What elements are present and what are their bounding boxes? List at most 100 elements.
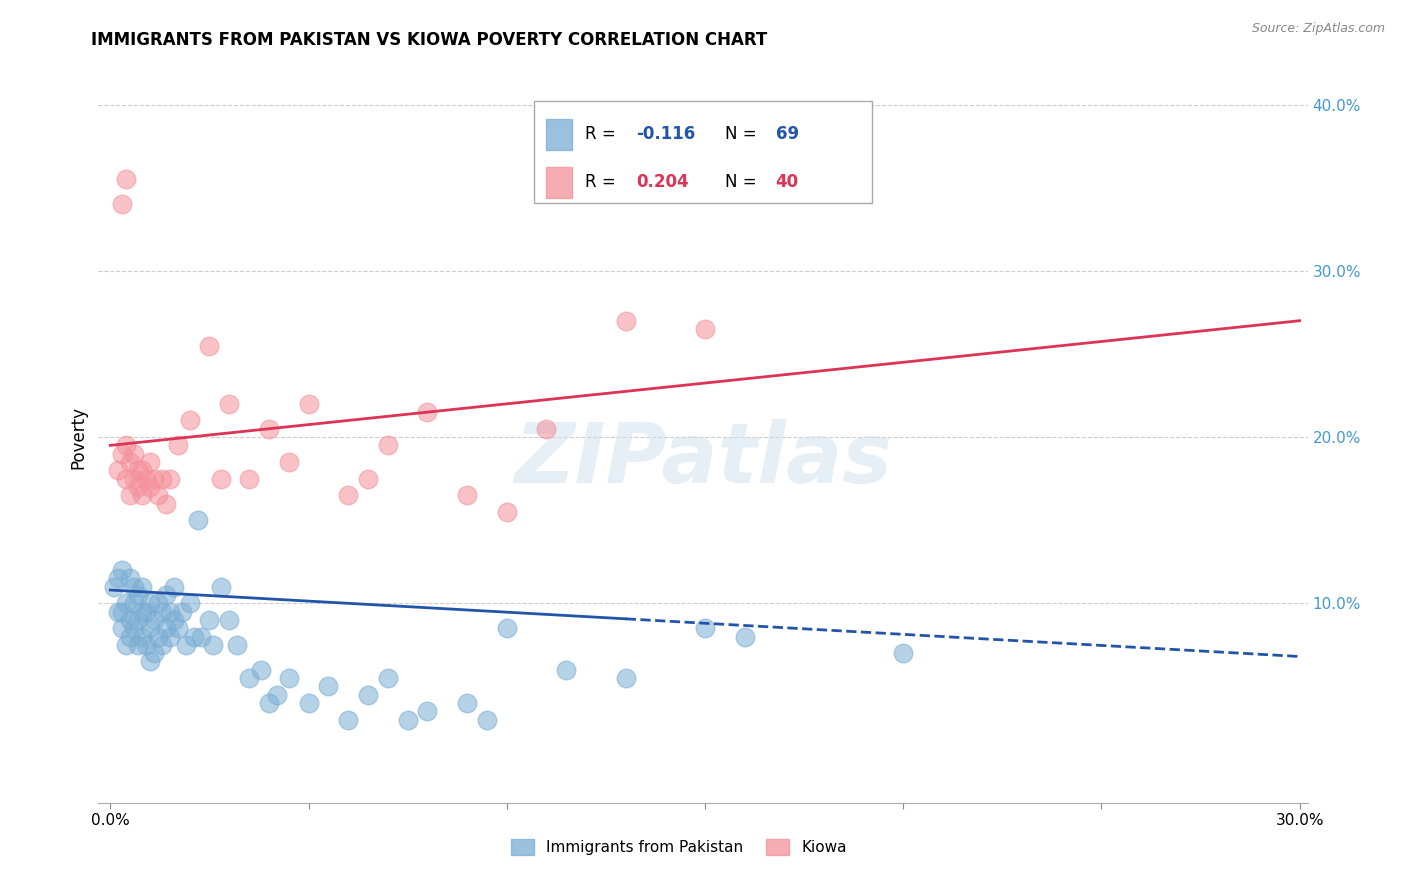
Text: -0.116: -0.116: [637, 125, 696, 144]
Point: [377, 438, 399, 452]
Point: [142, 472, 165, 486]
Point: [150, 638, 173, 652]
Point: [693, 322, 716, 336]
Point: [891, 646, 914, 660]
Point: [150, 605, 173, 619]
Text: Source: ZipAtlas.com: Source: ZipAtlas.com: [1251, 22, 1385, 36]
Point: [127, 638, 149, 652]
Point: [186, 513, 208, 527]
Point: [150, 472, 173, 486]
Text: R =: R =: [585, 125, 620, 144]
Point: [139, 596, 162, 610]
Point: [115, 172, 138, 186]
Point: [170, 605, 193, 619]
Point: [146, 488, 169, 502]
Point: [238, 472, 260, 486]
Point: [555, 663, 578, 677]
Point: [218, 613, 240, 627]
Point: [146, 596, 169, 610]
Point: [131, 488, 153, 502]
Point: [209, 472, 232, 486]
Point: [122, 621, 145, 635]
Point: [257, 422, 280, 436]
Point: [111, 447, 134, 461]
Point: [456, 488, 478, 502]
Point: [131, 630, 153, 644]
Point: [111, 563, 134, 577]
Point: [238, 671, 260, 685]
Point: [536, 422, 558, 436]
Point: [103, 580, 125, 594]
Point: [127, 463, 149, 477]
Point: [120, 571, 142, 585]
Point: [475, 713, 498, 727]
Point: [297, 397, 319, 411]
Point: [139, 621, 162, 635]
Point: [159, 630, 181, 644]
Point: [115, 596, 138, 610]
Point: [277, 455, 299, 469]
Point: [163, 580, 186, 594]
Point: [614, 671, 637, 685]
FancyBboxPatch shape: [546, 119, 572, 150]
Point: [416, 705, 439, 719]
Point: [416, 405, 439, 419]
Point: [190, 630, 212, 644]
Point: [127, 588, 149, 602]
Text: IMMIGRANTS FROM PAKISTAN VS KIOWA POVERTY CORRELATION CHART: IMMIGRANTS FROM PAKISTAN VS KIOWA POVERT…: [91, 31, 768, 49]
Point: [693, 621, 716, 635]
Point: [396, 713, 419, 727]
Point: [734, 630, 756, 644]
Point: [209, 580, 232, 594]
Point: [166, 621, 188, 635]
Point: [135, 605, 157, 619]
Point: [111, 621, 134, 635]
Point: [142, 646, 165, 660]
Point: [155, 621, 177, 635]
Point: [115, 438, 138, 452]
Point: [115, 638, 138, 652]
Point: [127, 613, 149, 627]
Point: [277, 671, 299, 685]
Point: [183, 630, 205, 644]
Point: [495, 505, 517, 519]
Point: [495, 621, 517, 635]
Legend: Immigrants from Pakistan, Kiowa: Immigrants from Pakistan, Kiowa: [505, 833, 853, 861]
Point: [120, 613, 142, 627]
Point: [107, 571, 129, 585]
Point: [218, 397, 240, 411]
Point: [257, 696, 280, 710]
Text: R =: R =: [585, 173, 620, 192]
Text: 0.204: 0.204: [637, 173, 689, 192]
Point: [142, 613, 165, 627]
Point: [198, 338, 221, 352]
FancyBboxPatch shape: [546, 167, 572, 198]
Point: [122, 472, 145, 486]
Point: [266, 688, 288, 702]
Point: [250, 663, 273, 677]
Point: [122, 596, 145, 610]
Point: [377, 671, 399, 685]
Point: [139, 455, 162, 469]
Text: N =: N =: [724, 125, 762, 144]
Y-axis label: Poverty: Poverty: [69, 406, 87, 468]
Point: [357, 472, 380, 486]
Point: [127, 480, 149, 494]
Point: [163, 613, 186, 627]
Point: [111, 605, 134, 619]
Point: [111, 197, 134, 211]
Point: [198, 613, 221, 627]
Point: [146, 630, 169, 644]
Point: [122, 580, 145, 594]
Text: ZIPatlas: ZIPatlas: [515, 418, 891, 500]
Point: [107, 463, 129, 477]
Point: [179, 413, 201, 427]
Point: [159, 472, 181, 486]
Point: [166, 438, 188, 452]
Point: [456, 696, 478, 710]
Point: [614, 314, 637, 328]
Point: [139, 655, 162, 669]
Point: [297, 696, 319, 710]
Point: [131, 580, 153, 594]
Point: [120, 488, 142, 502]
